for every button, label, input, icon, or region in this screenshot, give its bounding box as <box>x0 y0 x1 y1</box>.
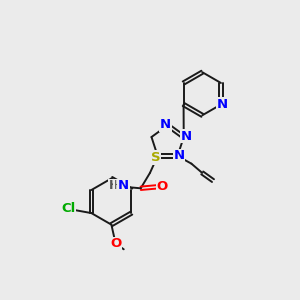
Text: N: N <box>160 118 171 131</box>
Text: O: O <box>157 180 168 193</box>
Text: N: N <box>181 130 192 143</box>
Text: N: N <box>173 149 185 163</box>
Text: O: O <box>110 237 122 250</box>
Text: S: S <box>151 151 160 164</box>
Text: N: N <box>217 98 228 111</box>
Text: Cl: Cl <box>61 202 75 215</box>
Text: HN: HN <box>109 179 130 193</box>
Text: H: H <box>114 179 123 193</box>
Text: N: N <box>117 179 129 193</box>
